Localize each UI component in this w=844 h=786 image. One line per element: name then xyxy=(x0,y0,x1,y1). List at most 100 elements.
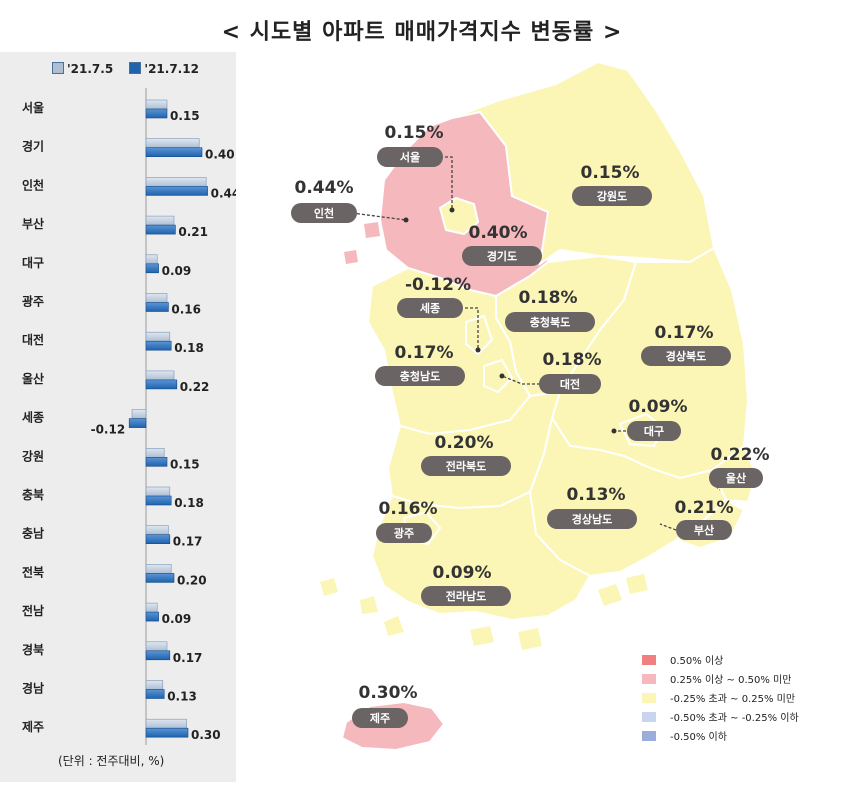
map-legend-label: -0.50% 이하 xyxy=(670,732,727,743)
map-region-value: 0.17% xyxy=(655,323,714,343)
bar-curr xyxy=(145,147,203,157)
map-region-name-pill xyxy=(377,147,443,167)
bar-curr xyxy=(145,495,172,506)
category-label: 충남 xyxy=(22,526,44,541)
map-labels: 0.15% 서울 0.44% 인천 0.40% 경기도 0.15% 강원도 -0.12% 세종 0.… xyxy=(291,123,769,728)
map-region-incheon-island xyxy=(344,250,358,264)
category-label: 경북 xyxy=(22,643,44,657)
map-region-name: 전라북도 xyxy=(446,459,486,473)
map-region-value: 0.22% xyxy=(711,445,770,465)
leader-dot xyxy=(449,207,455,213)
map-region-name: 서울 xyxy=(400,150,420,164)
bar-curr xyxy=(145,573,175,583)
map-region-value: 0.09% xyxy=(629,397,688,417)
map-region-seoul xyxy=(438,196,480,236)
category-label: 광주 xyxy=(22,294,44,309)
category-label: 서울 xyxy=(22,100,44,115)
map-region-value: 0.44% xyxy=(295,178,354,198)
map-region-name: 강원도 xyxy=(597,189,627,203)
map-region-name: 인천 xyxy=(314,206,334,220)
map-region-name: 충청북도 xyxy=(530,315,570,329)
map-region-name-pill xyxy=(641,346,731,366)
map-legend-label: -0.25% 초과 ~ 0.25% 미만 xyxy=(670,694,796,705)
map-region-value: 0.21% xyxy=(675,498,734,518)
map-region-name-pill xyxy=(572,186,652,206)
map-region-name-pill xyxy=(397,298,463,318)
map-region-south-island xyxy=(384,616,404,636)
map-region-value: 0.40% xyxy=(469,223,528,243)
legend-item-curr: '21.7.12 xyxy=(129,62,199,76)
map-region-name-pill xyxy=(627,421,681,441)
page-title: < 시도별 아파트 매매가격지수 변동률 > xyxy=(221,20,623,45)
map-legend-item: 0.50% 이상 xyxy=(642,652,799,671)
legend-swatch-curr xyxy=(129,62,142,74)
map-region-south-island xyxy=(626,574,648,594)
map-region-value: 0.15% xyxy=(385,123,444,143)
bar-value-label: 0.09 xyxy=(162,612,192,626)
category-label: 대구 xyxy=(22,256,44,270)
leader-line xyxy=(659,523,677,531)
category-label: 인천 xyxy=(22,177,44,192)
map-region-name-pill xyxy=(291,203,357,223)
bar-curr xyxy=(145,650,171,661)
bar-chart: 서울 0.15 경기 0.40 인천 0.44 부산 0.21 대구 0.09 광주 0.16 대전 0.… xyxy=(22,88,236,745)
map-region-name: 경상북도 xyxy=(666,349,706,363)
map-region-south-island xyxy=(470,626,494,646)
map-legend-item: -0.25% 초과 ~ 0.25% 미만 xyxy=(642,690,799,709)
map-legend-label: 0.25% 이상 ~ 0.50% 미만 xyxy=(670,675,792,686)
bar-value-label: 0.15 xyxy=(170,109,200,123)
category-label: 강원 xyxy=(22,449,44,463)
bar-legend: '21.7.5 '21.7.12 xyxy=(52,62,211,76)
map-region-name: 전라남도 xyxy=(446,589,486,603)
legend-swatch-prev xyxy=(52,62,64,74)
map-region-value: -0.12% xyxy=(405,275,471,295)
bar-value-label: 0.17 xyxy=(173,651,203,665)
leader-line xyxy=(351,212,407,221)
map-region-value: 0.13% xyxy=(567,485,626,505)
map-region-name-pill xyxy=(547,509,637,529)
map-region-name-pill xyxy=(375,366,465,386)
bar-value-label: -0.12 xyxy=(91,423,126,437)
category-label: 세종 xyxy=(22,410,44,425)
map-region-name-pill xyxy=(352,708,408,728)
category-label: 충북 xyxy=(22,487,44,502)
bar-value-label: 0.21 xyxy=(178,225,208,239)
bar-curr xyxy=(145,379,178,390)
category-label: 전북 xyxy=(22,564,44,579)
bar-curr xyxy=(145,263,159,274)
map-region-sejong xyxy=(465,314,494,356)
category-label: 부산 xyxy=(22,216,44,231)
legend-label-prev: '21.7.5 xyxy=(67,62,114,76)
map-region-incheon-island xyxy=(364,222,380,238)
bar-value-label: 0.09 xyxy=(162,264,192,278)
map-region-name: 경상남도 xyxy=(572,512,612,526)
bar-value-label: 0.30 xyxy=(191,728,221,742)
map-region-value: 0.30% xyxy=(359,683,418,703)
map-region-name: 세종 xyxy=(420,301,440,315)
map-region-name-pill xyxy=(421,456,511,476)
bar-curr xyxy=(145,186,208,196)
bar-value-label: 0.18 xyxy=(174,496,204,510)
bar-curr xyxy=(145,456,168,467)
map-region-south-island xyxy=(518,628,542,650)
bar-curr xyxy=(145,727,189,738)
category-label: 울산 xyxy=(22,371,44,386)
map-region-value: 0.16% xyxy=(379,499,438,519)
map-region-value: 0.09% xyxy=(433,563,492,583)
category-label: 전남 xyxy=(22,603,44,618)
bar-value-label: 0.20 xyxy=(177,573,207,587)
map-region-name: 대구 xyxy=(644,424,664,438)
map-legend-swatch xyxy=(642,655,656,665)
bar-curr xyxy=(145,108,168,119)
map-region-name: 부산 xyxy=(694,523,714,537)
map-region-value: 0.18% xyxy=(519,288,578,308)
map-region-south-island xyxy=(360,596,378,614)
leader-dot xyxy=(403,217,409,223)
category-label: 경기 xyxy=(22,139,44,154)
bar-value-label: 0.22 xyxy=(180,380,210,394)
map-region-value: 0.15% xyxy=(581,163,640,183)
map-legend-swatch xyxy=(642,731,656,741)
bar-value-label: 0.18 xyxy=(174,341,204,355)
bar-curr xyxy=(145,302,169,312)
